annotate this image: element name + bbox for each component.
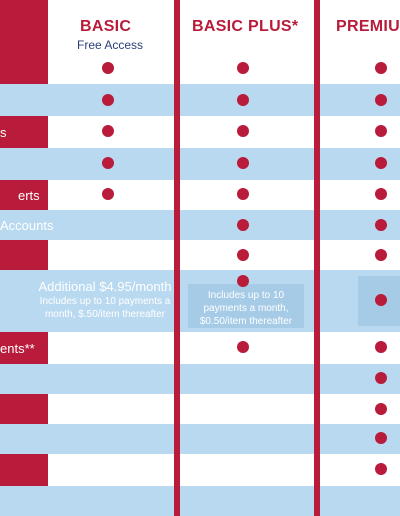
availability-dot-basic <box>102 94 114 106</box>
basic-payments-details: Includes up to 10 payments a month, $.50… <box>39 296 171 320</box>
plan-title-premium: PREMIU <box>336 18 400 35</box>
availability-dot-basic-plus <box>237 249 249 261</box>
feature-label <box>0 424 48 454</box>
row-band <box>0 210 400 240</box>
availability-dot-basic-plus <box>237 94 249 106</box>
availability-dot-premium <box>375 188 387 200</box>
basic-payments-price: Additional $4.95/month <box>38 279 172 294</box>
availability-dot-premium <box>375 157 387 169</box>
row-band <box>0 148 400 180</box>
feature-label: s <box>0 116 48 148</box>
row-band <box>0 486 400 516</box>
row-band <box>0 180 400 210</box>
feature-label: Accounts <box>0 210 53 240</box>
feature-label: erts <box>0 180 48 210</box>
feature-label-header <box>0 0 48 58</box>
feature-label <box>0 270 48 332</box>
availability-dot-premium <box>375 294 387 306</box>
availability-dot-basic <box>102 62 114 74</box>
row-band <box>0 454 400 486</box>
column-divider <box>314 0 320 516</box>
column-divider <box>174 0 180 516</box>
feature-label <box>0 454 48 486</box>
availability-dot-basic <box>102 125 114 137</box>
basic-payments-note: Additional $4.95/month Includes up to 10… <box>30 279 180 321</box>
row-band <box>0 424 400 454</box>
availability-dot-basic <box>102 188 114 200</box>
availability-dot-basic-plus <box>237 219 249 231</box>
availability-dot-premium <box>375 432 387 444</box>
availability-dot-basic-plus <box>237 341 249 353</box>
row-band <box>0 394 400 424</box>
feature-label <box>0 364 48 394</box>
basic-plus-payments-box: Includes up to 10 payments a month, $0.5… <box>188 284 304 328</box>
availability-dot-basic-plus <box>237 275 249 287</box>
row-band <box>0 58 400 84</box>
feature-label <box>0 394 48 424</box>
plan-subtitle-basic: Free Access <box>77 38 144 52</box>
availability-dot-premium <box>375 219 387 231</box>
availability-dot-basic <box>102 157 114 169</box>
feature-label <box>0 148 48 180</box>
plan-title-basic-plus: BASIC PLUS* <box>192 18 299 35</box>
availability-dot-premium <box>375 341 387 353</box>
row-band <box>0 84 400 116</box>
row-band <box>0 332 400 364</box>
feature-label <box>0 486 48 516</box>
availability-dot-premium <box>375 403 387 415</box>
plan-header <box>48 0 400 58</box>
feature-label <box>0 84 48 116</box>
feature-label <box>0 58 48 84</box>
availability-dot-basic-plus <box>237 157 249 169</box>
basic-plus-payments-details: Includes up to 10 payments a month, $0.5… <box>199 290 293 327</box>
availability-dot-premium <box>375 463 387 475</box>
row-band <box>0 116 400 148</box>
availability-dot-basic-plus <box>237 62 249 74</box>
row-band <box>0 240 400 270</box>
availability-dot-basic-plus <box>237 188 249 200</box>
availability-dot-premium <box>375 372 387 384</box>
availability-dot-premium <box>375 249 387 261</box>
availability-dot-basic-plus <box>237 125 249 137</box>
row-band <box>0 364 400 394</box>
feature-label <box>0 240 48 270</box>
feature-label: ents** <box>0 332 48 364</box>
plan-title-basic: BASIC <box>80 18 132 35</box>
availability-dot-premium <box>375 125 387 137</box>
availability-dot-premium <box>375 62 387 74</box>
availability-dot-premium <box>375 94 387 106</box>
